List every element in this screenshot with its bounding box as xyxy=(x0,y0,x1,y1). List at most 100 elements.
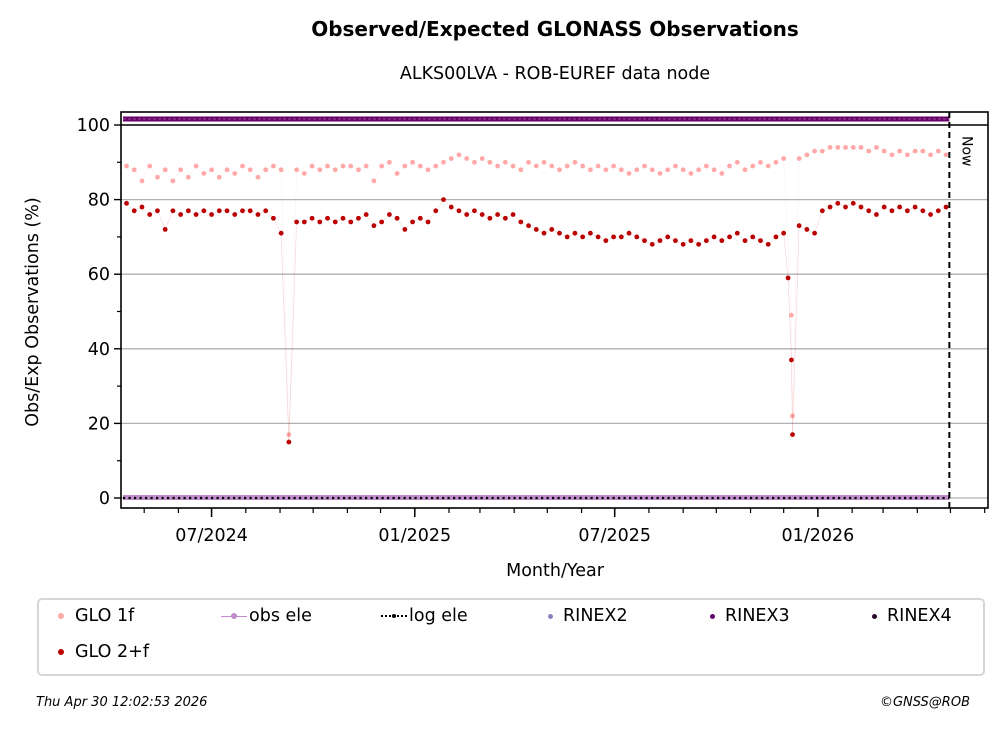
data-point xyxy=(750,234,756,240)
data-point xyxy=(301,171,307,176)
data-point xyxy=(785,275,791,281)
data-point xyxy=(247,208,253,214)
data-point xyxy=(472,208,477,214)
data-point xyxy=(866,148,872,154)
data-point xyxy=(719,171,725,176)
data-point xyxy=(595,234,601,240)
data-point xyxy=(874,212,879,217)
data-point xyxy=(557,167,562,173)
data-point xyxy=(912,148,918,154)
data-point xyxy=(634,167,640,173)
data-point xyxy=(541,230,547,236)
data-point xyxy=(790,432,795,437)
series-connector xyxy=(792,225,800,435)
legend-marker-obs-ele xyxy=(219,606,249,626)
data-point xyxy=(232,212,238,217)
series-connector xyxy=(791,359,793,435)
now-label: Now xyxy=(958,136,974,167)
y-tick-label: 40 xyxy=(88,340,110,360)
data-point xyxy=(634,234,640,240)
data-point xyxy=(781,156,787,161)
data-point xyxy=(263,167,269,173)
series-connector xyxy=(280,233,290,443)
data-point xyxy=(502,159,508,165)
legend-item-rinex4: RINEX4 xyxy=(861,606,952,626)
data-point xyxy=(263,208,269,214)
plot-area: Now 0 20 40 60 80 100 07/2024 01/2025 07/2025 01/2… xyxy=(23,111,989,581)
legend-item-log-ele: log ele xyxy=(379,606,468,626)
x-tick-label: 01/2026 xyxy=(782,526,855,546)
data-point xyxy=(549,163,555,169)
data-point xyxy=(564,163,570,169)
data-point xyxy=(603,238,609,244)
data-point xyxy=(533,227,539,232)
data-point xyxy=(356,167,361,173)
data-point xyxy=(789,312,794,318)
data-point xyxy=(935,208,941,214)
data-point xyxy=(734,159,740,165)
data-point xyxy=(904,208,910,214)
data-point xyxy=(131,167,137,173)
series-connector xyxy=(783,233,789,278)
data-point xyxy=(255,212,261,217)
data-point xyxy=(703,163,709,169)
timestamp: Thu Apr 30 12:02:53 2026 xyxy=(36,695,208,710)
legend-label: GLO 2+f xyxy=(75,642,149,662)
data-point xyxy=(441,197,446,203)
data-point xyxy=(155,208,160,214)
plot-frame xyxy=(120,111,989,509)
data-point xyxy=(572,159,578,165)
legend-label: log ele xyxy=(409,606,468,626)
data-point xyxy=(518,219,524,225)
data-point xyxy=(170,178,176,184)
data-point xyxy=(526,223,531,229)
series-connector xyxy=(165,210,174,230)
data-point xyxy=(572,230,578,236)
data-point xyxy=(796,223,802,229)
data-point xyxy=(363,212,369,217)
series-connector xyxy=(288,169,297,435)
data-point xyxy=(340,163,346,169)
data-point xyxy=(850,144,856,150)
legend-marker-glo-2f xyxy=(49,642,83,662)
data-point xyxy=(790,413,795,419)
data-point xyxy=(858,144,864,150)
data-point xyxy=(278,167,284,173)
data-point xyxy=(379,163,385,169)
data-point xyxy=(340,215,346,221)
y-tick-label: 100 xyxy=(77,116,110,136)
chart-title: Observed/Expected GLONASS Observations xyxy=(311,17,799,41)
data-point xyxy=(209,167,214,173)
data-point xyxy=(804,227,810,232)
data-point xyxy=(549,227,555,232)
x-tick-label: 07/2025 xyxy=(578,526,651,546)
data-point xyxy=(448,204,454,210)
data-point xyxy=(827,144,833,150)
data-point xyxy=(170,208,176,214)
data-point xyxy=(240,163,245,169)
data-point xyxy=(402,227,408,232)
y-tick-label: 60 xyxy=(88,265,110,285)
data-point xyxy=(657,171,663,176)
data-point xyxy=(673,238,678,244)
series-glo-2-f xyxy=(124,197,949,445)
data-point xyxy=(665,234,671,240)
data-point xyxy=(765,241,771,247)
y-tick-label: 20 xyxy=(88,414,110,434)
data-point xyxy=(789,357,794,363)
data-point xyxy=(271,215,276,221)
data-point xyxy=(727,234,732,240)
data-point xyxy=(178,212,184,217)
data-point xyxy=(881,148,887,154)
data-point xyxy=(819,208,825,214)
data-point xyxy=(417,163,423,169)
data-point xyxy=(742,238,748,244)
data-point xyxy=(417,215,423,221)
series-connector xyxy=(157,210,166,230)
legend-label: obs ele xyxy=(249,606,312,626)
data-point xyxy=(943,204,949,210)
data-point xyxy=(286,439,292,445)
data-point xyxy=(564,234,570,240)
data-point xyxy=(696,167,702,173)
data-point xyxy=(456,208,462,214)
